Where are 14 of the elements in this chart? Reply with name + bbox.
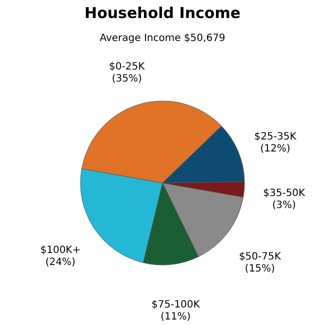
data-label: (24%): [45, 256, 76, 268]
slice-label: $50-75K: [238, 251, 282, 262]
chart-title: Household Income: [84, 4, 240, 22]
slice-label: $0-25K: [109, 61, 146, 72]
data-label: (15%): [244, 263, 276, 274]
data-label: (11%): [160, 311, 191, 322]
chart-subtitle: Average Income $50,679: [100, 33, 226, 44]
data-label: (3%): [272, 200, 296, 211]
slice-label: $75-100K: [152, 299, 200, 310]
slice-label: $35-50K: [263, 188, 306, 199]
slice-label: $25-35K: [254, 132, 297, 143]
data-label: (12%): [260, 144, 290, 155]
slice-label: $100K+: [40, 244, 81, 256]
data-label: (35%): [112, 73, 142, 84]
